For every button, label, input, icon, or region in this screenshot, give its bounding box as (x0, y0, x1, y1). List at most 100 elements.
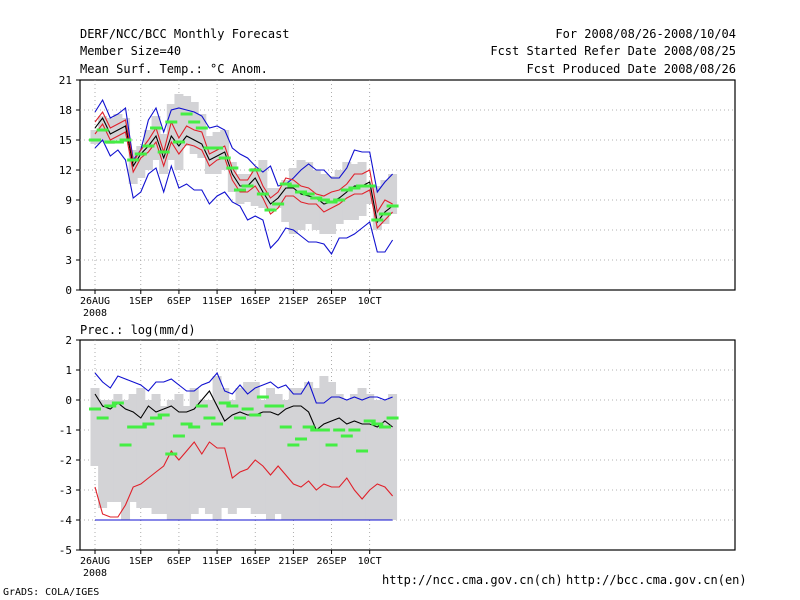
range-bar (265, 388, 275, 520)
observed-marker (310, 428, 323, 432)
range-bar (98, 400, 108, 508)
precip-panel-title: Prec.: log(mm/d) (80, 323, 196, 337)
bcc-url-link[interactable]: http://bcc.cma.gov.cn(en) (566, 573, 747, 587)
range-bar (319, 376, 329, 520)
observed-marker (119, 443, 132, 447)
range-bar (227, 162, 237, 192)
range-bar (281, 400, 291, 520)
range-bar (273, 394, 283, 514)
range-bar (296, 160, 306, 230)
observed-marker (172, 140, 185, 144)
observed-marker (180, 422, 193, 426)
observed-marker (348, 186, 361, 190)
observed-marker (142, 144, 155, 148)
y-tick-label: -3 (59, 484, 72, 497)
x-tick-label: 21SEP (278, 556, 308, 567)
observed-marker (165, 452, 178, 456)
observed-marker (249, 413, 262, 417)
y-tick-label: -1 (59, 424, 72, 437)
observed-marker (325, 443, 338, 447)
observed-marker (371, 422, 384, 426)
x-tick-label: 6SEP (167, 556, 191, 567)
x-tick-label: 16SEP (240, 296, 270, 307)
x-tick-label: 26SEP (316, 296, 346, 307)
range-bar (388, 394, 398, 520)
x-tick-label: 16SEP (240, 556, 270, 567)
range-bar (174, 94, 184, 170)
observed-marker (233, 416, 246, 420)
y-tick-label: 18 (59, 104, 72, 117)
range-bar (90, 130, 100, 144)
observed-marker (340, 434, 353, 438)
observed-marker (256, 395, 269, 399)
range-bar (182, 406, 192, 520)
observed-marker (180, 112, 193, 116)
y-tick-label: 0 (65, 394, 72, 407)
observed-marker (203, 146, 216, 150)
observed-marker (302, 192, 315, 196)
range-bar (204, 400, 214, 514)
observed-marker (340, 188, 353, 192)
range-bar (189, 102, 199, 154)
range-bar (342, 400, 352, 520)
observed-marker (218, 401, 231, 405)
observed-marker (302, 425, 315, 429)
y-tick-label: 15 (59, 134, 72, 147)
observed-marker (287, 443, 300, 447)
x-year-label: 2008 (83, 568, 107, 579)
y-tick-label: 12 (59, 164, 72, 177)
x-tick-label: 1SEP (129, 556, 153, 567)
range-bar (380, 180, 390, 224)
observed-marker (89, 138, 101, 142)
temperature-panel: 0 3 6 9 12 15 18 21 26AUG 1SEP 6SEP 11SEP 16SEP 21SEP… (59, 74, 736, 319)
observed-marker (157, 413, 170, 417)
range-bar (182, 96, 192, 146)
y-tick-label: 9 (65, 194, 72, 207)
range-bar (365, 394, 375, 520)
x-tick-label: 26SEP (316, 556, 346, 567)
range-bar (357, 162, 367, 216)
y-tick-label: -2 (59, 454, 72, 467)
range-bar (90, 388, 100, 466)
observed-marker (195, 126, 208, 130)
range-bar (327, 176, 337, 234)
observed-marker (256, 192, 269, 196)
range-bar (304, 382, 314, 520)
range-bar (349, 394, 359, 520)
range-bar (113, 394, 123, 502)
observed-marker (310, 196, 323, 200)
observed-marker (317, 428, 330, 432)
range-bar (311, 170, 321, 230)
observed-marker (241, 407, 254, 411)
observed-marker (279, 182, 292, 186)
series-line-max (94, 98, 393, 194)
observed-marker (111, 401, 124, 405)
range-bar (121, 118, 131, 142)
y-tick-label: 3 (65, 254, 72, 267)
forecast-title: DERF/NCC/BCC Monthly Forecast (80, 27, 290, 41)
ncc-url-link[interactable]: http://ncc.cma.gov.cn(ch) (382, 573, 563, 587)
observed-marker (203, 416, 216, 420)
observed-marker (150, 416, 163, 420)
observed-marker (348, 428, 361, 432)
observed-marker (287, 184, 300, 188)
observed-marker (150, 126, 163, 130)
observed-marker (317, 198, 330, 202)
observed-marker (104, 140, 117, 144)
observed-marker (386, 204, 399, 208)
observed-marker (127, 158, 140, 162)
observed-marker (333, 428, 346, 432)
observed-marker (386, 416, 399, 420)
y-tick-label: 2 (65, 334, 72, 347)
range-bar (265, 188, 275, 210)
observed-marker (226, 404, 239, 408)
range-bar (334, 170, 344, 224)
range-bar (166, 104, 176, 160)
observed-marker (188, 425, 201, 429)
range-bar (372, 186, 382, 230)
observed-marker (172, 434, 185, 438)
range-bar (212, 132, 222, 174)
x-tick-label: 26AUG (80, 556, 110, 567)
range-bar (105, 400, 115, 502)
